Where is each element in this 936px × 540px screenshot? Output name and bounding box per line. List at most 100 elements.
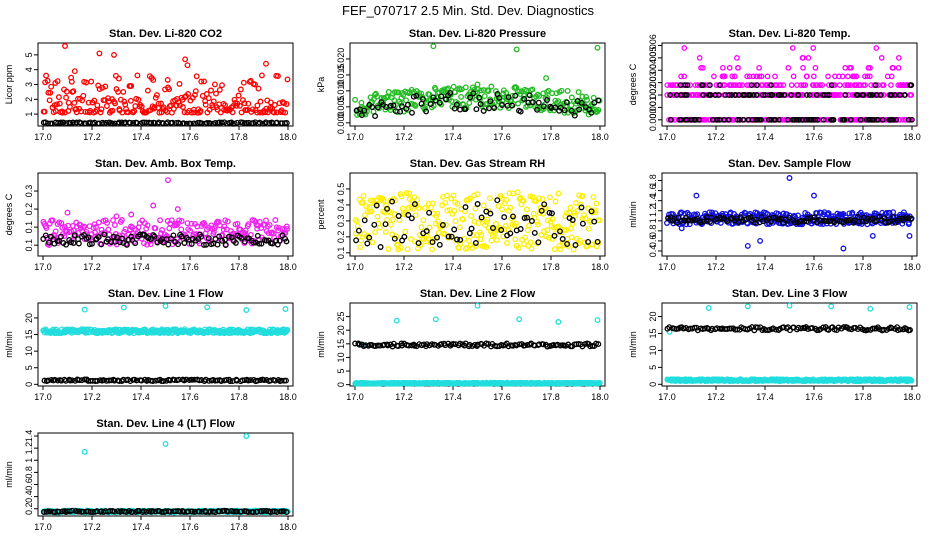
data-point — [595, 97, 602, 104]
data-point — [284, 76, 291, 83]
data-point — [112, 100, 118, 107]
data-point — [159, 227, 166, 233]
data-point — [141, 240, 147, 247]
data-point — [254, 377, 261, 384]
data-point — [578, 204, 585, 211]
data-point — [157, 217, 164, 224]
data-point — [811, 192, 817, 199]
data-point — [682, 82, 689, 88]
data-point — [594, 317, 601, 324]
data-point — [568, 234, 575, 241]
y-tick-label: 0.005 — [648, 47, 658, 70]
data-point — [110, 217, 116, 224]
data-point — [109, 107, 116, 114]
x-tick-label: 17.6 — [805, 132, 823, 142]
data-point — [141, 119, 147, 126]
data-point — [210, 98, 217, 105]
data-point — [234, 220, 241, 227]
data-point — [478, 87, 484, 94]
data-point — [730, 82, 737, 88]
data-point — [696, 92, 703, 98]
data-point — [684, 82, 691, 88]
data-point — [395, 213, 402, 219]
data-point — [799, 55, 806, 61]
data-point — [731, 73, 738, 80]
data-point — [49, 217, 56, 224]
data-point — [412, 212, 419, 219]
data-point — [676, 116, 683, 123]
figure-title: FEF_070717 2.5 Min. Std. Dev. Diagnostic… — [342, 3, 594, 18]
data-point — [211, 81, 218, 88]
data-point — [182, 56, 189, 63]
data-point — [390, 216, 397, 223]
y-tick-label: 5 — [24, 52, 34, 57]
data-point — [462, 204, 469, 211]
data-point — [768, 116, 775, 123]
data-point — [44, 77, 51, 84]
y-tick-label: 0.8 — [24, 466, 34, 479]
data-point — [748, 82, 755, 88]
data-point — [901, 82, 907, 88]
data-point — [144, 222, 151, 229]
data-point — [474, 201, 481, 207]
data-point — [864, 326, 871, 333]
data-point — [123, 241, 130, 248]
points-layer — [664, 302, 915, 385]
data-point — [392, 102, 399, 109]
y-tick-label: 0.006 — [648, 34, 658, 57]
data-point — [450, 340, 457, 347]
data-point — [177, 120, 184, 127]
y-tick-label: 0.6 — [24, 478, 34, 491]
data-point — [575, 240, 582, 247]
data-point — [856, 82, 863, 88]
data-point — [908, 377, 915, 384]
data-point — [772, 92, 779, 98]
y-tick-label: 1 — [648, 218, 658, 223]
data-point — [737, 82, 743, 88]
data-point — [758, 73, 765, 80]
y-tick-label: 0.3 — [336, 215, 346, 228]
data-point — [555, 190, 562, 197]
data-point — [840, 210, 847, 217]
data-point — [447, 90, 454, 96]
y-axis-label: ml/min — [4, 331, 14, 358]
data-point — [178, 226, 185, 233]
data-point — [872, 82, 879, 88]
points-layer — [40, 43, 291, 127]
data-point — [813, 82, 819, 88]
data-point — [184, 62, 191, 69]
data-point — [445, 233, 452, 240]
data-point — [403, 190, 410, 196]
data-point — [795, 116, 802, 123]
data-point — [178, 218, 185, 225]
data-point — [534, 240, 541, 247]
points-layer — [40, 303, 291, 385]
y-tick-label: 1.4 — [24, 430, 34, 443]
data-point — [75, 240, 82, 247]
y-tick-label: 0.000 — [648, 109, 658, 132]
data-point — [165, 84, 171, 91]
data-point — [820, 116, 827, 123]
data-point — [866, 116, 872, 123]
data-point — [397, 245, 404, 251]
data-point — [172, 221, 179, 227]
data-point — [850, 116, 857, 123]
data-point — [395, 89, 402, 96]
data-point — [162, 440, 169, 447]
data-point — [551, 232, 558, 239]
y-axis-label: Licor ppm — [4, 65, 14, 105]
data-point — [432, 316, 439, 323]
data-point — [504, 239, 510, 246]
data-point — [781, 92, 788, 98]
x-tick-label: 17.8 — [854, 132, 872, 142]
data-point — [520, 197, 527, 204]
x-tick-label: 17.0 — [346, 132, 364, 142]
x-tick-label: 17.6 — [493, 132, 511, 142]
data-point — [63, 94, 70, 101]
data-point — [753, 92, 760, 98]
data-point — [535, 195, 542, 202]
data-point — [188, 241, 195, 247]
data-point — [458, 93, 465, 100]
data-point — [488, 237, 495, 244]
